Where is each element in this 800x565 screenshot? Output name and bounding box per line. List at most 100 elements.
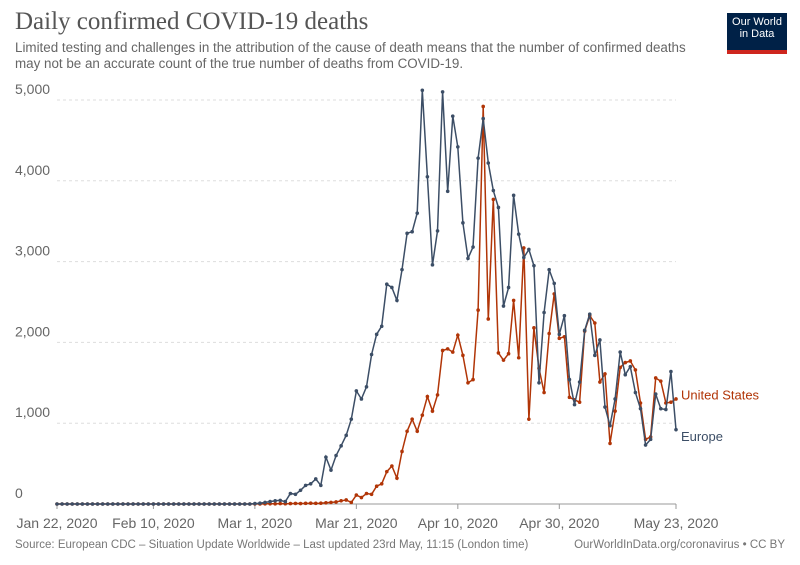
point	[486, 317, 491, 321]
point	[501, 358, 506, 362]
point	[212, 502, 217, 506]
point	[90, 502, 95, 506]
point	[359, 397, 364, 401]
point	[435, 393, 440, 397]
point	[471, 245, 475, 249]
point	[354, 493, 359, 497]
chart-title: Daily confirmed COVID-19 deaths	[15, 8, 369, 35]
point	[552, 281, 557, 286]
x-tick-label: Apr 30, 2020	[519, 515, 599, 531]
logo[interactable]: Our World in Data	[727, 13, 787, 54]
point	[593, 353, 597, 358]
point	[527, 247, 531, 252]
point	[303, 483, 308, 488]
point	[263, 500, 267, 505]
point	[242, 502, 247, 506]
point	[643, 443, 648, 447]
point	[623, 360, 628, 365]
point	[126, 502, 130, 506]
point	[237, 502, 242, 506]
point	[339, 444, 343, 448]
point	[202, 502, 206, 506]
point	[628, 364, 633, 369]
point	[532, 326, 536, 330]
point	[70, 502, 75, 506]
point	[633, 390, 638, 395]
point	[542, 310, 546, 315]
point	[313, 477, 318, 481]
point	[511, 193, 516, 198]
point	[319, 483, 323, 488]
point	[329, 468, 333, 472]
point	[344, 433, 349, 438]
point	[587, 312, 592, 316]
point	[75, 502, 80, 506]
series-line	[57, 106, 677, 505]
point	[461, 221, 465, 225]
y-tick-label: 1,000	[15, 404, 50, 420]
point	[324, 455, 328, 459]
point	[268, 499, 272, 504]
logo-line: in Data	[739, 28, 775, 40]
point	[567, 395, 572, 400]
x-tick-label: Mar 1, 2020	[218, 515, 293, 531]
point	[156, 502, 161, 506]
point	[161, 502, 166, 506]
point	[364, 491, 369, 496]
point	[395, 476, 399, 480]
point	[116, 502, 120, 506]
point	[141, 502, 146, 506]
point	[100, 502, 105, 506]
point	[476, 308, 480, 312]
series-line	[57, 90, 677, 505]
point	[384, 469, 389, 474]
point	[369, 492, 374, 497]
point	[80, 502, 85, 506]
point	[445, 189, 450, 194]
point	[293, 492, 298, 497]
point	[329, 500, 333, 505]
point	[85, 502, 90, 506]
point	[466, 381, 470, 385]
point	[435, 229, 440, 233]
point	[491, 197, 496, 202]
point	[334, 453, 338, 458]
point	[400, 267, 404, 272]
point	[359, 495, 364, 500]
point	[60, 502, 64, 506]
point	[379, 324, 384, 329]
point	[410, 417, 414, 421]
point	[410, 229, 414, 234]
point	[171, 502, 176, 506]
point	[658, 379, 663, 383]
point	[456, 333, 460, 337]
point	[390, 464, 394, 468]
point	[207, 502, 212, 506]
point	[369, 352, 374, 357]
point	[187, 502, 191, 506]
point	[572, 402, 577, 407]
point	[562, 313, 567, 318]
point	[288, 501, 293, 506]
x-tick-label: May 23, 2020	[634, 515, 719, 531]
point	[293, 501, 298, 506]
point	[506, 285, 511, 290]
license-note[interactable]: OurWorldInData.org/coronavirus • CC BY	[574, 539, 785, 551]
point	[557, 336, 562, 341]
point	[95, 502, 100, 506]
point	[136, 502, 140, 506]
point	[111, 502, 115, 506]
point	[339, 498, 343, 503]
point	[151, 502, 156, 506]
point	[425, 174, 430, 179]
point	[420, 88, 425, 93]
point	[613, 397, 617, 401]
point	[669, 400, 673, 404]
point	[496, 205, 501, 210]
point	[334, 500, 338, 504]
x-tick-label: Mar 21, 2020	[315, 515, 398, 531]
point	[420, 413, 425, 417]
point	[516, 232, 521, 236]
point	[354, 389, 359, 393]
point	[390, 285, 394, 290]
